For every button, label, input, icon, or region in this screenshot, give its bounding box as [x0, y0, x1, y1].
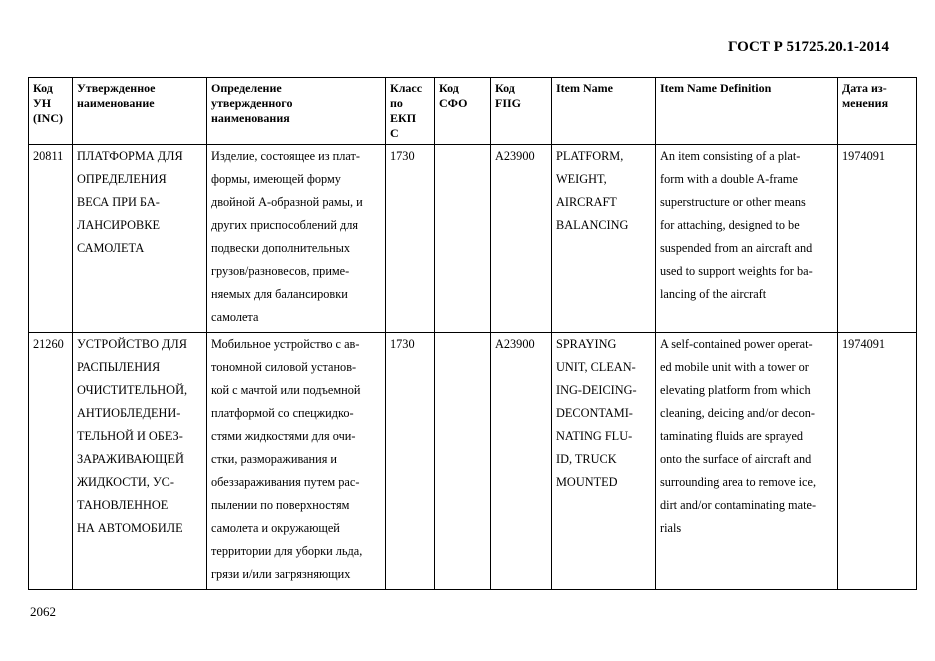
cell-item-name: SPRAYING UNIT, CLEAN- ING-DEICING- DECON…: [551, 332, 656, 590]
cell-approved-name: УСТРОЙСТВО ДЛЯ РАСПЫЛЕНИЯ ОЧИСТИТЕЛЬНОЙ,…: [72, 332, 207, 590]
cell-change-date: 1974091: [837, 144, 917, 333]
cell-fiig-code: A23900: [490, 144, 552, 333]
column-header-inc-code: Код УН (INC): [28, 77, 73, 145]
cell-fiig-code: A23900: [490, 332, 552, 590]
column-header-fiig-code: Код FIIG: [490, 77, 552, 145]
column-header-change-date: Дата из- менения: [837, 77, 917, 145]
document-code: ГОСТ Р 51725.20.1-2014: [727, 39, 889, 55]
cell-class: 1730: [385, 332, 435, 590]
column-header-item-name: Item Name: [551, 77, 656, 145]
column-header-definition: Определение утвержденного наименования: [206, 77, 386, 145]
cell-item-name-definition: A self-contained power operat- ed mobile…: [655, 332, 838, 590]
column-header-item-name-definition: Item Name Definition: [655, 77, 838, 145]
page-number: 2062: [30, 604, 56, 619]
column-header-class: Класс по ЕКП С: [385, 77, 435, 145]
cell-item-name-definition: An item consisting of a plat- form with …: [655, 144, 838, 333]
cell-sfo-code: [434, 332, 491, 590]
column-header-sfo-code: Код СФО: [434, 77, 491, 145]
header-row: Код УН (INC) Утвержденное наименование Опр…: [28, 77, 917, 145]
table-row: 20811 ПЛАТФОРМА ДЛЯ ОПРЕДЕЛЕНИЯ ВЕСА ПРИ …: [28, 144, 917, 333]
cell-definition: Мобильное устройство с ав- тономной сило…: [206, 332, 386, 590]
table-row: 21260 УСТРОЙСТВО ДЛЯ РАСПЫЛЕНИЯ ОЧИСТИТЕЛ…: [28, 332, 917, 590]
nomenclature-table: Код УН (INC) Утвержденное наименование Опр…: [28, 77, 917, 590]
cell-inc-code: 21260: [28, 332, 73, 590]
cell-change-date: 1974091: [837, 332, 917, 590]
column-header-approved-name: Утвержденное наименование: [72, 77, 207, 145]
cell-approved-name: ПЛАТФОРМА ДЛЯ ОПРЕДЕЛЕНИЯ ВЕСА ПРИ БА- Л…: [72, 144, 207, 333]
cell-item-name: PLATFORM, WEIGHT, AIRCRAFT BALANCING: [551, 144, 656, 333]
cell-class: 1730: [385, 144, 435, 333]
cell-definition: Изделие, состоящее из плат- формы, имеющ…: [206, 144, 386, 333]
cell-sfo-code: [434, 144, 491, 333]
cell-inc-code: 20811: [28, 144, 73, 333]
